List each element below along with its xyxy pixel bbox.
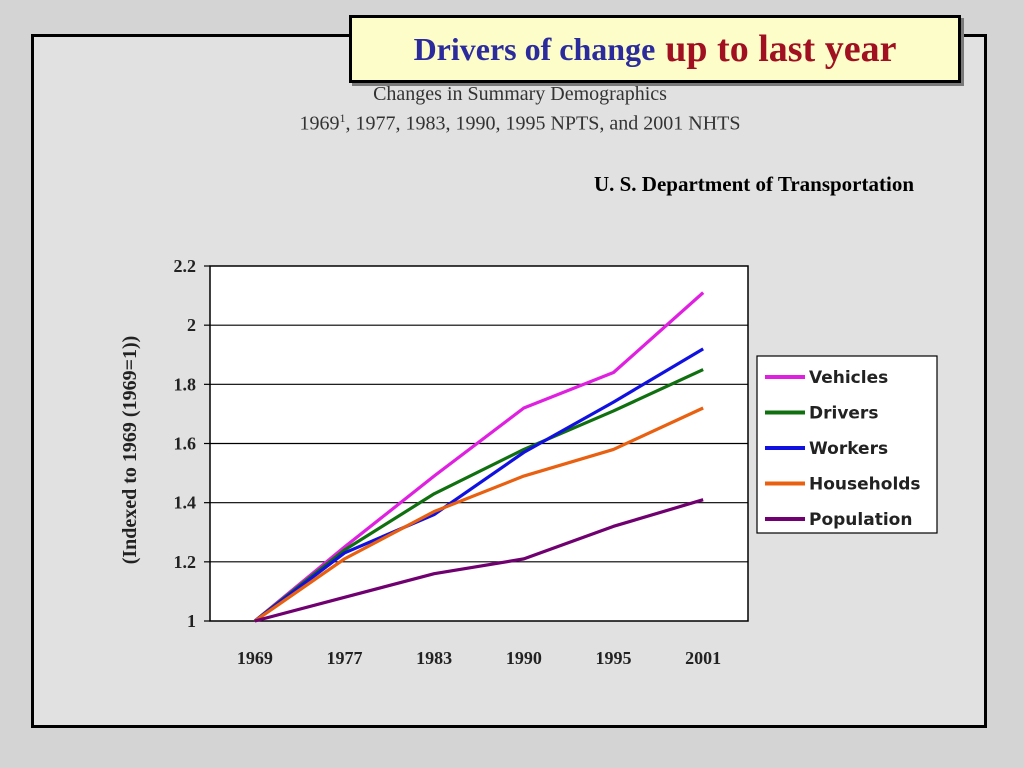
x-tick-label: 1990 — [506, 648, 542, 668]
y-tick-label: 1 — [187, 611, 196, 631]
subtitle-footnote: 1 — [339, 111, 346, 125]
y-tick-label: 1.4 — [174, 493, 197, 513]
legend-label: Vehicles — [809, 368, 888, 388]
x-tick-label: 1983 — [416, 648, 452, 668]
series-line-population — [254, 498, 704, 623]
legend-box — [756, 355, 938, 534]
y-tick-label: 1.8 — [174, 374, 197, 394]
y-tick-label: 2 — [187, 315, 196, 335]
legend-label: Population — [809, 510, 912, 530]
source-label: U. S. Department of Transportation — [593, 172, 914, 196]
subtitle-rest: , 1977, 1983, 1990, 1995 NPTS, and 2001 … — [345, 112, 741, 135]
chart-subtitle-2: 19691, 1977, 1983, 1990, 1995 NPTS, and … — [200, 111, 840, 136]
y-tick-label: 1.2 — [174, 552, 197, 572]
legend-label: Workers — [809, 439, 888, 459]
legend-label: Drivers — [809, 404, 878, 424]
x-tick-label: 1995 — [596, 648, 632, 668]
x-tick-label: 2001 — [685, 648, 721, 668]
x-tick-label: 1969 — [237, 648, 273, 668]
chart-subtitle-1: Changes in Summary Demographics — [373, 83, 667, 105]
slide-title: Drivers of change up to last year — [349, 15, 961, 83]
series-line-vehicles — [253, 291, 705, 623]
title-part-1: Drivers of change — [413, 30, 656, 67]
x-tick-label: 1977 — [327, 648, 363, 668]
y-tick-label: 1.6 — [174, 434, 197, 454]
y-tick-label: 2.2 — [174, 256, 197, 276]
series-line-households — [253, 406, 704, 623]
title-part-2: up to last year — [665, 28, 897, 70]
series-line-drivers — [253, 368, 704, 623]
y-axis-label: (Indexed to 1969 (1969=1)) — [119, 336, 141, 565]
legend-label: Households — [809, 475, 921, 495]
subtitle-year: 1969 — [299, 112, 340, 135]
series-line-workers — [253, 347, 704, 623]
